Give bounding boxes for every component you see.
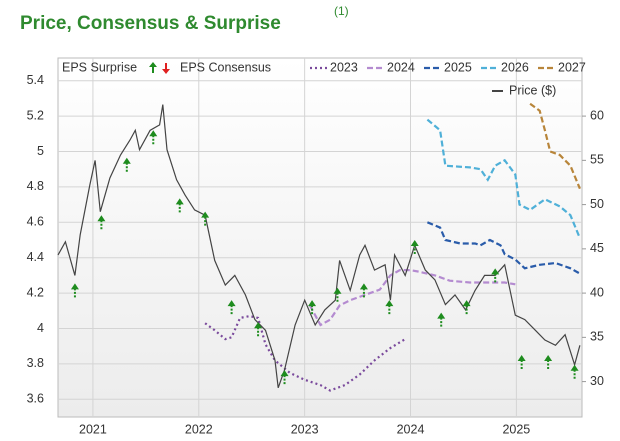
y2-tick-label: 55 <box>590 153 604 167</box>
legend-label: EPS Consensus <box>180 60 271 74</box>
surprise-arrow <box>491 268 500 283</box>
surprise-arrow <box>333 287 342 302</box>
surprise-arrow <box>385 300 394 315</box>
y2-tick-label: 50 <box>590 197 604 211</box>
arrow-head <box>359 283 368 290</box>
y-tick-label: 5.2 <box>27 108 44 122</box>
surprise-arrow <box>175 198 184 213</box>
y-tick-label: 4.8 <box>27 179 44 193</box>
arrow-head <box>97 215 106 222</box>
series-line <box>426 221 581 275</box>
legend-label: 2024 <box>387 60 415 74</box>
arrow-head <box>122 157 131 164</box>
surprise-arrow <box>122 157 131 172</box>
series-line <box>529 102 581 190</box>
legend-icon <box>149 62 157 73</box>
surprise-arrow <box>227 300 236 315</box>
surprise-arrow <box>544 355 553 370</box>
arrow-head <box>162 69 170 74</box>
surprise-arrow <box>70 283 79 298</box>
legend-icon <box>162 63 170 74</box>
y-tick-label: 4 <box>37 321 44 335</box>
arrow-head <box>570 364 579 371</box>
arrow-head <box>410 240 419 246</box>
arrow-head <box>149 130 158 137</box>
surprise-arrow <box>280 370 289 385</box>
y-tick-label: 5 <box>37 144 44 158</box>
legend-label: 2026 <box>501 60 529 74</box>
surprise-arrow <box>201 211 210 226</box>
legend-label: 2025 <box>444 60 472 74</box>
arrow-head <box>227 300 236 307</box>
arrow-head <box>333 287 342 294</box>
x-tick-label: 2025 <box>502 422 530 436</box>
surprise-arrow <box>462 300 471 315</box>
arrow-head <box>437 312 446 319</box>
grid: 3.6 3.8 4 4.2 4.4 4.6 4.8 5 5.2 5.4 30 35 40 45 50 55 60… <box>27 58 604 436</box>
y-tick-label: 3.6 <box>27 392 44 406</box>
surprise-arrow <box>254 322 263 337</box>
title-superscript: (1) <box>334 4 349 18</box>
arrow-head <box>70 283 79 290</box>
surprise-arrow <box>308 300 317 315</box>
y-tick-label: 4.6 <box>27 215 44 229</box>
arrow-head <box>462 300 471 307</box>
surprise-arrow <box>570 364 579 379</box>
lines <box>57 102 581 392</box>
chart-title: Price, Consensus & Surprise <box>20 13 281 34</box>
surprise-arrow <box>437 312 446 327</box>
y2-tick-label: 35 <box>590 330 604 344</box>
y-tick-label: 4.4 <box>27 250 44 264</box>
arrow-head <box>149 62 157 67</box>
surprise-arrow <box>517 355 526 370</box>
x-tick-label: 2023 <box>291 422 319 436</box>
arrow-head <box>491 268 500 275</box>
arrow-head <box>517 355 526 362</box>
legend-label: EPS Surprise <box>62 60 137 74</box>
x-tick-label: 2021 <box>79 422 107 436</box>
plot-area <box>57 57 583 418</box>
y-tick-label: 3.8 <box>27 356 44 370</box>
legend: EPS Surprise EPS Consensus 2023 2024 2025 202… <box>62 60 586 97</box>
arrow-head <box>308 300 317 307</box>
y2-tick-label: 30 <box>590 374 604 388</box>
legend-label: 2027 <box>558 60 586 74</box>
arrow-head <box>544 355 553 362</box>
x-tick-label: 2024 <box>397 422 425 436</box>
arrow-head <box>385 300 394 307</box>
arrow-head <box>175 198 184 205</box>
surprise-arrow <box>410 240 419 254</box>
series-line <box>426 118 581 239</box>
surprise-arrow <box>97 215 106 230</box>
arrow-head <box>254 322 263 329</box>
surprise-arrow <box>149 130 158 145</box>
arrow-head <box>280 370 289 377</box>
legend-label: 2023 <box>330 60 358 74</box>
surprise-arrow <box>359 283 368 298</box>
series-line <box>204 314 406 392</box>
legend-label: Price ($) <box>509 83 556 97</box>
y-tick-label: 5.4 <box>27 73 44 87</box>
series-line <box>57 104 581 389</box>
y2-tick-label: 45 <box>590 241 604 255</box>
y2-tick-label: 60 <box>590 108 604 122</box>
y-tick-label: 4.2 <box>27 285 44 299</box>
arrow-head <box>201 211 210 218</box>
surprise-arrows <box>70 130 579 385</box>
x-tick-label: 2022 <box>185 422 213 436</box>
series-line <box>308 269 516 327</box>
y2-tick-label: 40 <box>590 285 604 299</box>
